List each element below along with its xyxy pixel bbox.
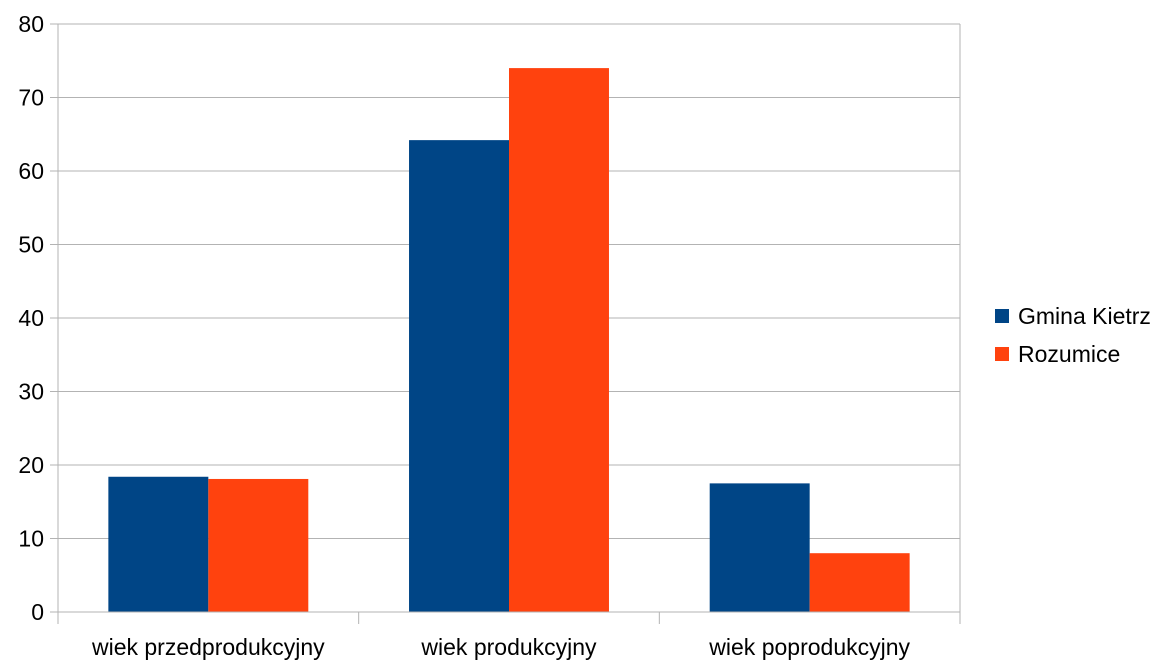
- bar-1-2: [409, 140, 509, 612]
- bar-2-1: [208, 478, 309, 612]
- legend-swatch-1: [995, 309, 1009, 323]
- y-tick-label-30: 30: [18, 379, 44, 405]
- y-tick-label-10: 10: [18, 526, 44, 552]
- y-tick-label-60: 60: [18, 158, 44, 184]
- y-tick-label-20: 20: [18, 452, 44, 478]
- axes-layer: [50, 23, 961, 624]
- bar-2-3: [809, 553, 910, 612]
- bar-1-1: [108, 476, 209, 612]
- y-tick-label-70: 70: [18, 85, 44, 111]
- x-tick-label-3: wiek poprodukcyjny: [708, 634, 910, 660]
- y-tick-label-80: 80: [18, 11, 44, 37]
- y-tick-label-0: 0: [31, 599, 44, 625]
- x-tick-labels: wiek przedprodukcyjny wiek produkcyjny wie…: [91, 634, 911, 660]
- x-tick-label-2: wiek produkcyjny: [420, 634, 597, 660]
- y-tick-labels: 0 10 20 30 40 50 60 70 80: [18, 11, 44, 625]
- bar-2-2: [509, 68, 609, 613]
- x-tick-label-1: wiek przedprodukcyjny: [91, 634, 325, 660]
- legend-label-1: Gmina Kietrz: [1018, 303, 1151, 329]
- y-tick-label-40: 40: [18, 305, 44, 331]
- y-tick-label-50: 50: [18, 232, 44, 258]
- bar-1-3: [709, 483, 810, 612]
- bars-layer: [108, 68, 910, 613]
- legend-label-2: Rozumice: [1018, 341, 1120, 367]
- legend-swatch-2: [995, 347, 1009, 361]
- legend: Gmina Kietrz Rozumice: [995, 303, 1151, 367]
